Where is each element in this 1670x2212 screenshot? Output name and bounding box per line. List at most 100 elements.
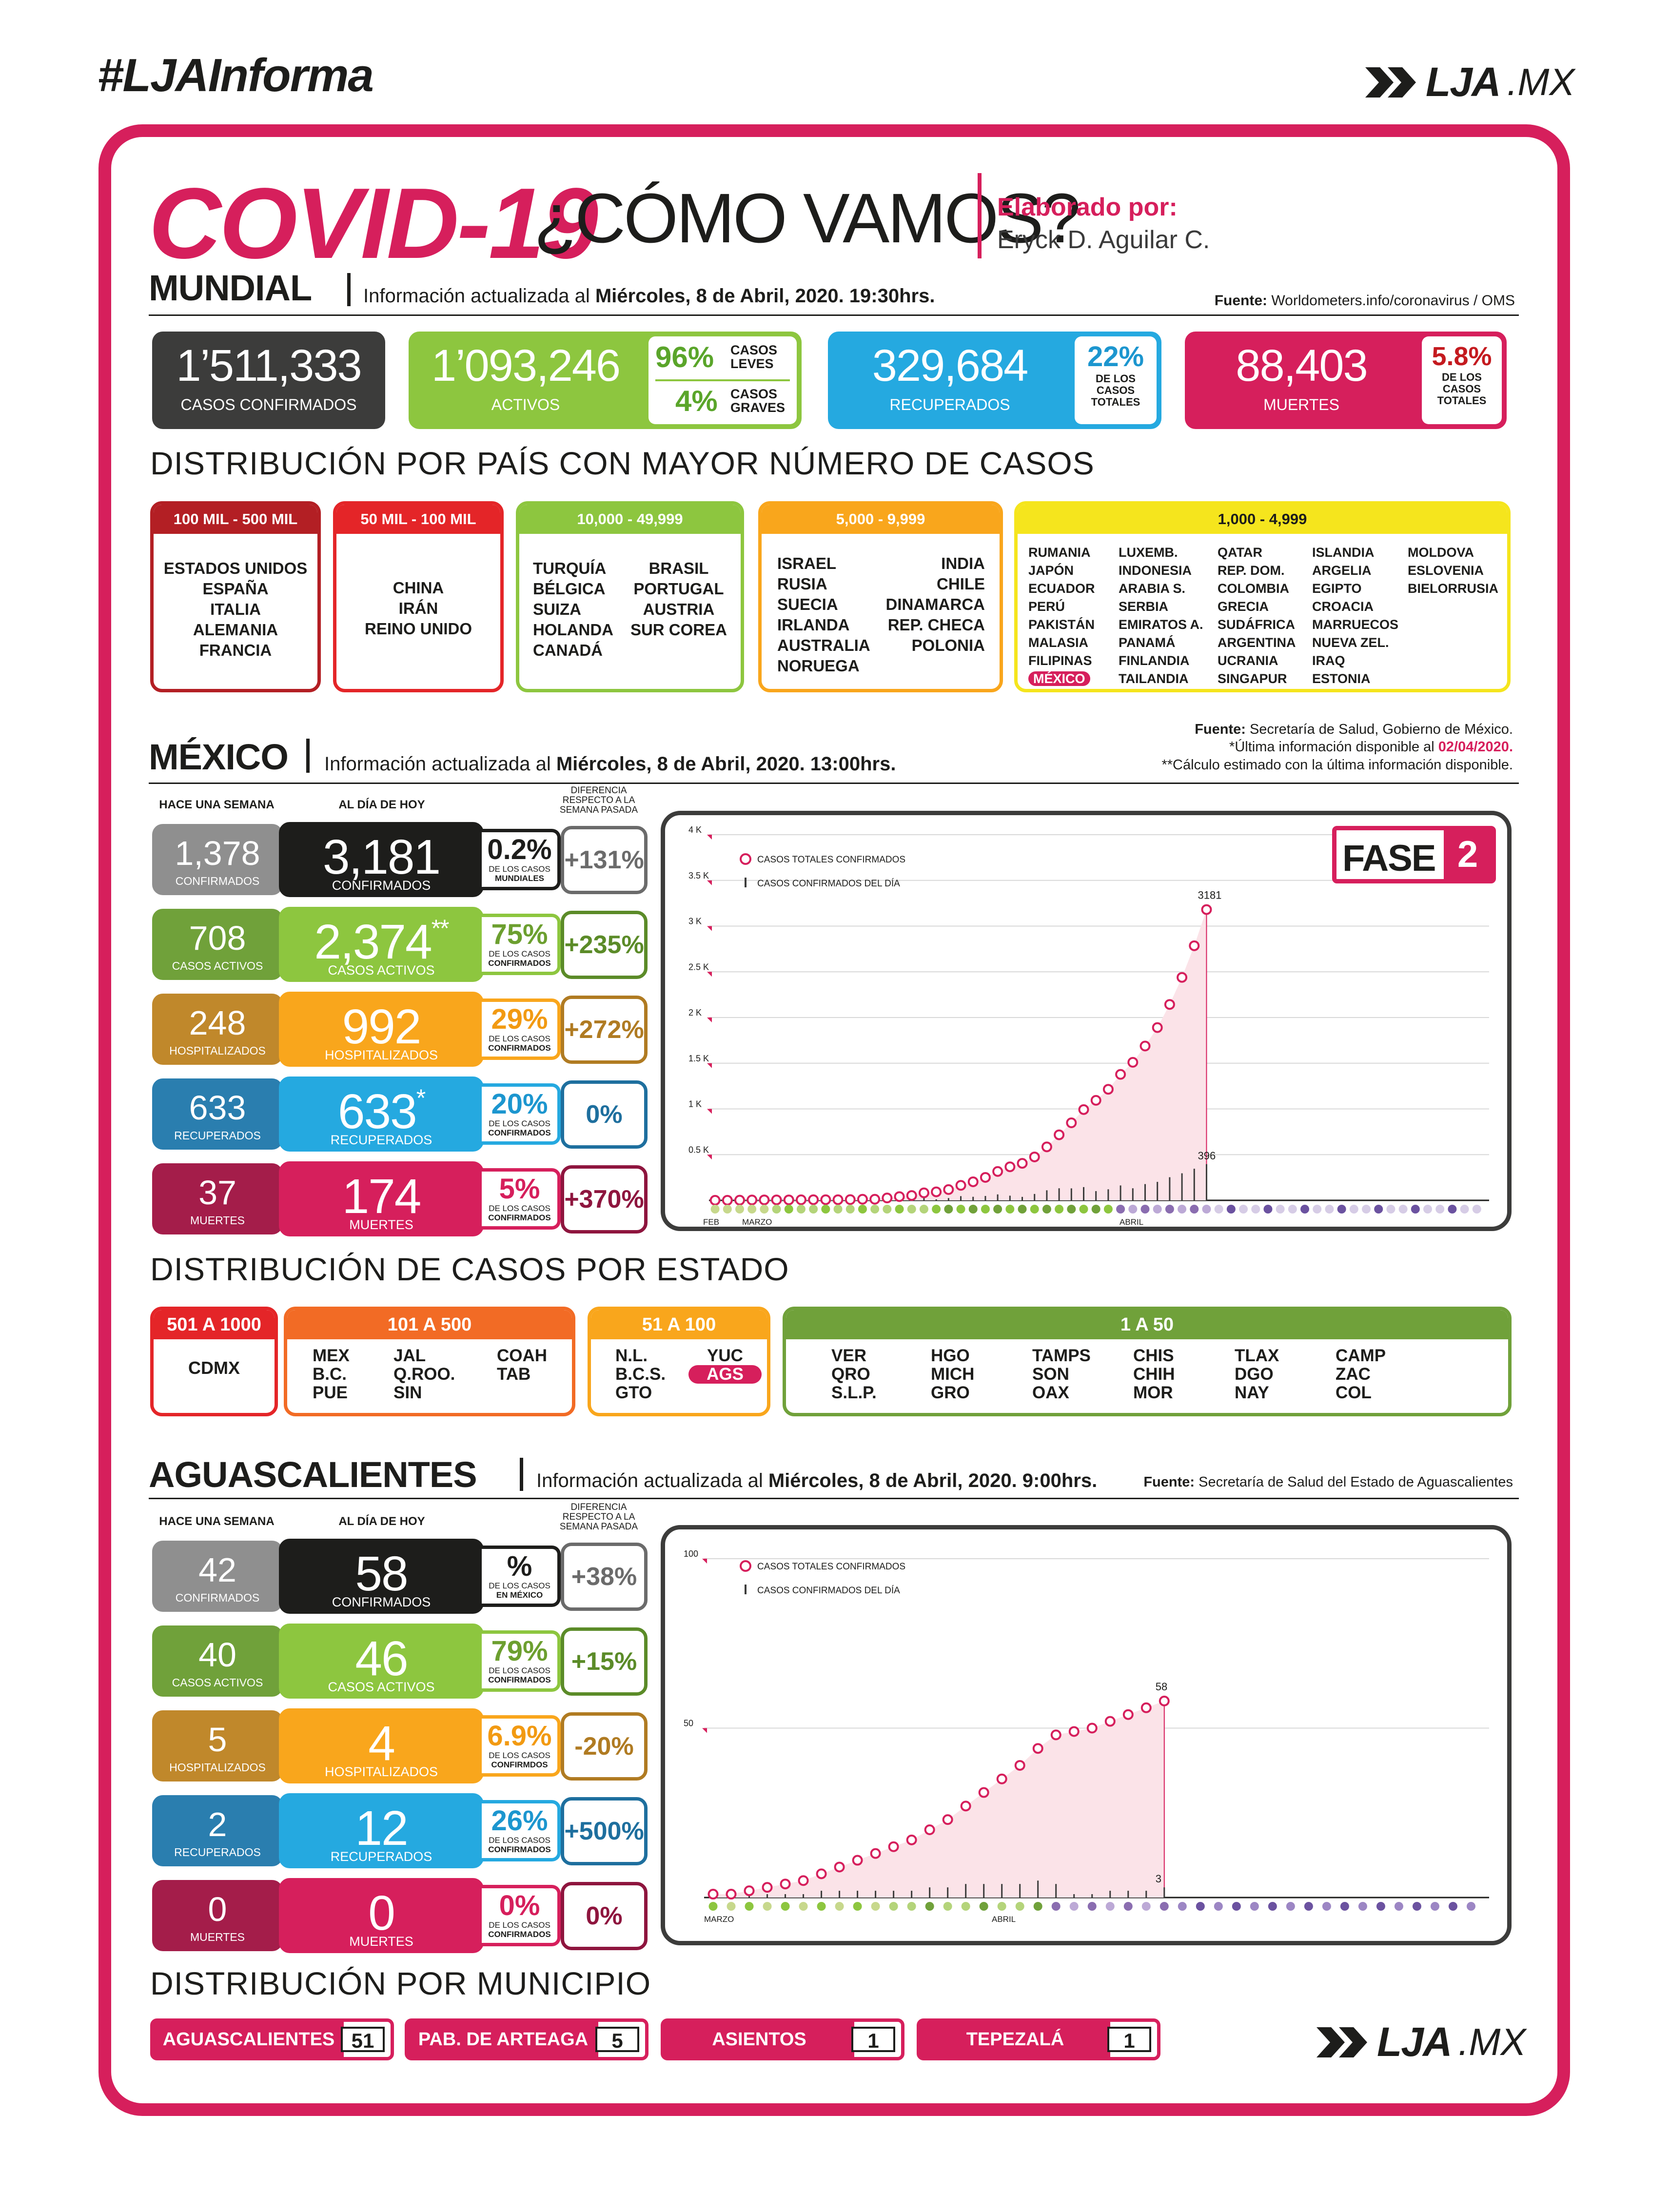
list-item: FRANCIA [199,641,272,659]
stat-confirmed: 1’511,333 CASOS CONFIRMADOS [152,332,385,429]
today-value: 46 [282,1631,480,1687]
total-point [1078,1104,1089,1115]
pct-box: 5% DE LOS CASOS CONFIRMADOS [482,1168,561,1230]
total-point [888,1841,899,1852]
list-item: AUSTRALIA [777,636,870,654]
pct-value: 20% [491,1088,548,1120]
list-item: AUSTRIA [643,600,715,618]
cat-header: 51 A 100 [591,1310,767,1339]
week-label: RECUPERADOS [174,1846,261,1859]
pct-label-1: DE LOS CASOS [489,1920,550,1930]
total-point [762,1882,773,1893]
severe-label-2: GRAVES [730,400,786,415]
timeline-dot [870,1205,880,1214]
list-item: TURQUÍA [533,559,607,577]
timeline-dot [799,1902,808,1911]
info-date: Miércoles, 8 de Abril, 2020. 19:30hrs. [595,285,935,307]
timeline-dot [1423,1205,1433,1214]
list-item: OAX [1032,1383,1069,1402]
total-point [780,1879,791,1890]
total-point [1152,1022,1163,1033]
list-item: HGO [931,1346,970,1365]
stat-active: 1’093,246 ACTIVOS 96% CASOS LEVES 4% CASO… [409,332,802,429]
state-cat-3: 51 A 100 N.L. B.C.S. GTO YUC AGS [588,1307,770,1416]
today-label: HOSPITALIZADOS [324,1048,438,1062]
today-value: 3,181 [282,829,480,885]
timeline-dot [907,1205,916,1214]
list-item: SUIZA [533,600,581,618]
source-label: Fuente: [1214,293,1268,309]
timeline-dot [1412,1902,1421,1911]
recovered-pct: 22% [1087,341,1144,372]
week-label: CASOS ACTIVOS [172,1676,263,1689]
municipio-value: 51 [341,2027,385,2052]
today-number: 4 [368,1716,395,1771]
country-list: ESTADOS UNIDOS ESPAÑA ITALIA ALEMANIA FRANCI… [154,558,317,661]
stat-value: 329,684 [872,341,1029,391]
pct-l3: TOTALES [1437,394,1487,407]
municipio-value: 5 [595,2027,639,2052]
tick-marker [707,835,712,840]
list-item: COL [1336,1383,1372,1402]
timeline-dot [1033,1902,1042,1911]
timeline-dot [907,1902,916,1911]
ags-divider [520,1458,523,1491]
timeline-dot [723,1205,732,1214]
municipio-item: TEPEZALÁ 1 [917,2018,1160,2060]
severe-label: CASOS GRAVES [730,387,785,414]
mexico-chart: 4 K 3.5 K 3 K 2.5 K 2 K 1.5 K 1 K 0.5 K FEB MARZO… [688,825,1489,1227]
list-item: CDMX [188,1358,240,1378]
list-item: ALEMANIA [193,621,278,639]
timeline-dot [1386,1205,1395,1214]
today-value: 58 [282,1546,480,1602]
mexico-chart-panel: 4 K 3.5 K 3 K 2.5 K 2 K 1.5 K 1 K 0.5 K FEB MARZO… [661,811,1512,1231]
y-tick-label: 1 K [688,1099,702,1109]
timeline-dot [944,1205,953,1214]
col-week: HACE UNA SEMANA [159,798,275,811]
today-number: 0 [368,1886,395,1940]
timeline-dot [1067,1205,1076,1214]
today-label: CASOS ACTIVOS [328,1680,435,1694]
cat-header: 50 MIL - 100 MIL [336,505,500,534]
tick-marker [702,1559,707,1564]
total-point [759,1194,770,1206]
list-item: HOLANDA [533,621,613,639]
info-prefix: Información actualizada al [324,753,556,775]
timeline-dot [1337,1205,1346,1214]
countries-title: DISTRIBUCIÓN POR PAÍS CON MAYOR NÚMERO D… [150,445,1095,481]
col-diff-1: DIFERENCIA [570,785,627,796]
y-tick-label: 2 K [688,1008,702,1018]
list-item: UCRANIA [1218,653,1278,668]
state-col: CHIS CHIH MOR [1133,1347,1175,1402]
stat-value: 1’511,333 [176,341,362,391]
today-number: 12 [355,1801,408,1856]
diff-box: +500% [561,1797,648,1865]
total-point [744,1885,755,1897]
info-prefix: Información actualizada al [363,285,595,307]
timeline-dot [710,1205,720,1214]
list-item: CAMP [1336,1346,1386,1365]
week-value: 37 [198,1174,236,1212]
total-point [882,1193,893,1204]
mexico-source: Fuente: Secretaría de Salud, Gobierno de… [1161,721,1513,774]
tick-marker [707,1063,712,1068]
pct-box: 0% DE LOS CASOS CONFIRMADOS [482,1885,561,1946]
total-point [798,1875,809,1886]
timeline-dot [1340,1902,1349,1911]
list-item: CHIS [1133,1346,1174,1365]
week-value: 708 [189,919,246,957]
list-item: TAMPS [1032,1346,1091,1365]
cat-header: 1 A 50 [786,1310,1508,1339]
stat-deaths: 88,403 MUERTES 5.8% DE LOS CASOS TOTALES [1185,332,1507,429]
timeline-dot [1079,1205,1088,1214]
total-point [1189,940,1200,951]
tick-marker [707,880,712,885]
week-label: CASOS ACTIVOS [172,959,263,972]
timeline-dot [1430,1902,1439,1911]
pct-box: 75% DE LOS CASOS CONFIRMADOS [482,914,561,975]
week-value: 42 [198,1551,236,1589]
timeline-dot [845,1205,855,1214]
week-box: 633 RECUPERADOS [152,1078,283,1150]
mundial-divider [347,273,351,306]
logo-text: LJA [1426,59,1501,105]
